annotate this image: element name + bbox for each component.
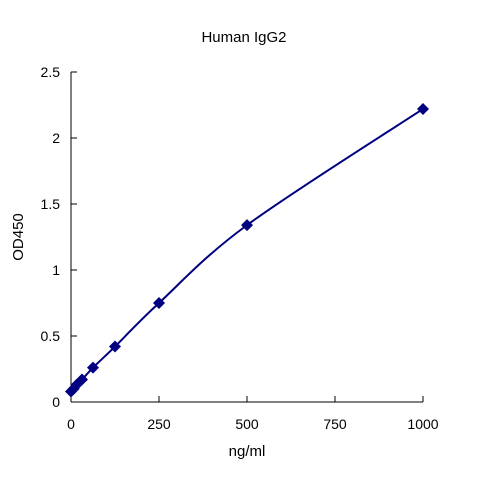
- y-tick-label: 1: [52, 262, 60, 278]
- x-axis-title: ng/ml: [229, 443, 266, 460]
- y-tick-label: 2.5: [41, 64, 61, 80]
- axes: [70, 72, 423, 403]
- x-tick-label: 0: [67, 416, 75, 432]
- y-ticks: 0 0.5 1 1.5 2 2.5: [41, 64, 77, 410]
- x-tick-label: 1000: [407, 416, 438, 432]
- data-point-marker: [241, 219, 253, 232]
- data-point-marker: [109, 340, 121, 353]
- x-tick-label: 250: [147, 416, 171, 432]
- x-tick-label: 500: [235, 416, 259, 432]
- chart-title: Human IgG2: [201, 29, 286, 46]
- x-ticks: 0 250 500 750 1000: [67, 396, 439, 432]
- y-tick-label: 0.5: [41, 328, 61, 344]
- data-point-marker: [153, 297, 165, 309]
- fit-curve: [70, 108, 424, 393]
- data-point-marker: [87, 361, 99, 374]
- data-points: [65, 102, 429, 398]
- y-axis-title: OD450: [10, 213, 27, 261]
- data-point-marker: [417, 102, 429, 115]
- y-tick-label: 2: [52, 130, 60, 146]
- y-tick-label: 0: [52, 394, 60, 410]
- y-tick-label: 1.5: [41, 196, 61, 212]
- x-tick-label: 750: [323, 416, 347, 432]
- data-point-marker: [76, 373, 88, 386]
